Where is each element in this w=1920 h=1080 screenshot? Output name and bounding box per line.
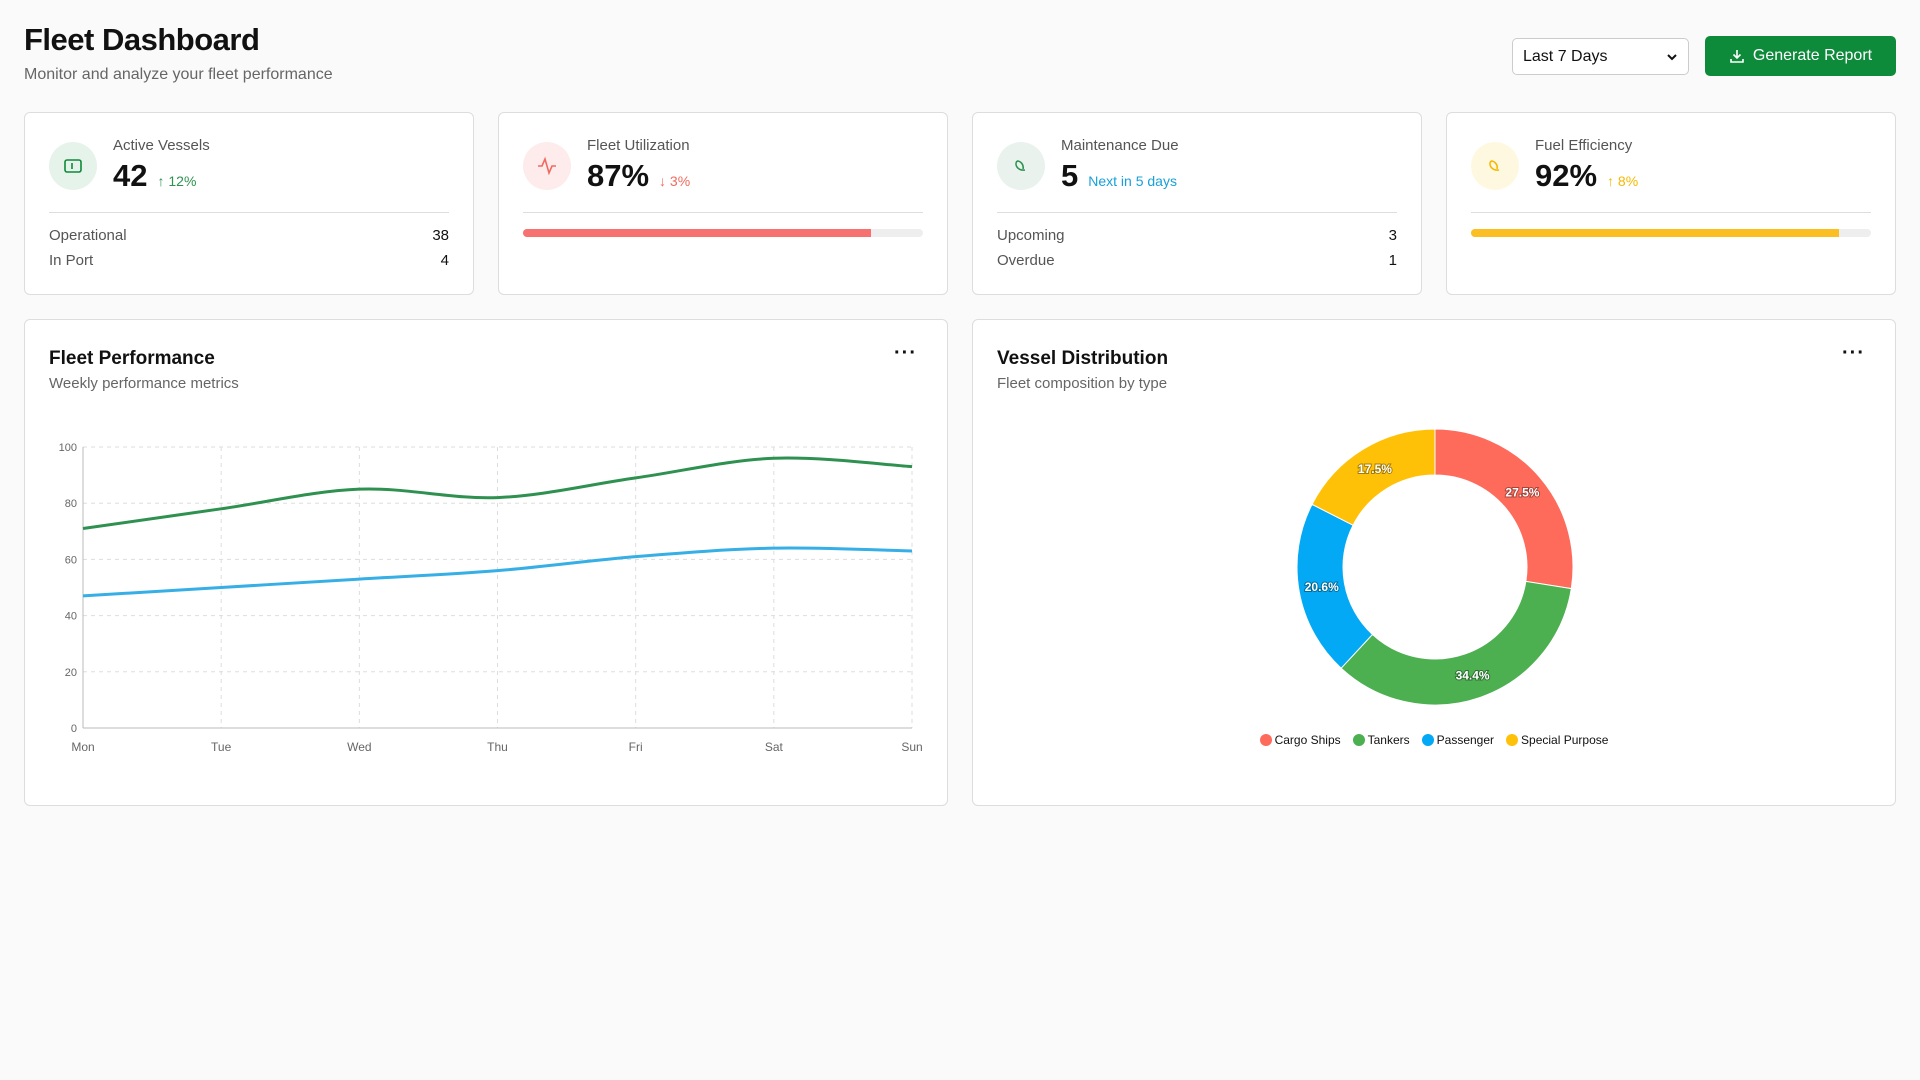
x-tick-label: Mon	[71, 740, 94, 754]
legend-item[interactable]: Passenger	[1421, 733, 1495, 747]
card-icon	[49, 141, 97, 190]
legend-swatch	[1259, 734, 1272, 746]
y-tick-label: 0	[71, 723, 77, 735]
y-tick-label: 100	[59, 442, 77, 454]
row-label: Upcoming	[997, 227, 1065, 244]
x-tick-label: Fri	[629, 740, 643, 754]
card-change: ↑ 12%	[157, 173, 197, 189]
progress-bar	[523, 229, 871, 237]
y-tick-label: 60	[65, 554, 77, 566]
range-text: Last 7 Days	[1523, 47, 1608, 65]
card-note: Next in 5 days	[1088, 173, 1177, 189]
page-subtitle: Monitor and analyze your fleet performan…	[24, 66, 333, 83]
card-change: ↑ 8%	[1607, 173, 1639, 189]
line-chart: 0 20 40 60 80 100 Mon Tue Wed Thu Fri Sat Sun	[59, 442, 923, 754]
slice-label: 34.4%	[1456, 669, 1490, 683]
card-value: 5	[1061, 158, 1079, 193]
generate-report-button[interactable]: Generate Report	[1705, 36, 1896, 76]
more-button[interactable]: ···	[1842, 342, 1865, 364]
chart-title: Vessel Distribution	[997, 348, 1169, 369]
x-tick-label: Tue	[211, 740, 232, 754]
x-tick-label: Thu	[487, 740, 508, 754]
legend-swatch	[1506, 734, 1519, 746]
card-label: Active Vessels	[113, 137, 210, 154]
row-label: In Port	[49, 252, 94, 269]
row-value: 38	[432, 227, 449, 244]
card-icon	[997, 141, 1045, 190]
card-change: ↓ 3%	[659, 173, 691, 189]
stat-card: Maintenance Due 5 Next in 5 days Upcoming…	[972, 112, 1422, 295]
legend-item[interactable]: Cargo Ships	[1259, 733, 1341, 747]
legend-label: Special Purpose	[1521, 733, 1609, 747]
progress-track	[1471, 229, 1871, 237]
chevron	[1667, 53, 1677, 60]
slice-label: 27.5%	[1505, 485, 1539, 499]
stat-card: Active Vessels 42 ↑ 12% Operational 38 In …	[24, 112, 474, 295]
legend-swatch	[1352, 734, 1365, 746]
card-label: Fuel Efficiency	[1535, 137, 1633, 154]
card-value: 92%	[1535, 158, 1598, 193]
y-tick-label: 20	[65, 667, 77, 679]
progress-bar	[1471, 229, 1839, 237]
row-value: 4	[440, 252, 449, 269]
card-value: 42	[113, 158, 148, 193]
stat-card: Fleet Utilization 87% ↓ 3%	[498, 112, 948, 295]
download-icon	[1730, 50, 1744, 63]
row-value: 3	[1388, 227, 1397, 244]
chart-card: Vessel Distribution Fleet composition by…	[972, 319, 1896, 806]
chart-title: Fleet Performance	[49, 348, 215, 369]
x-tick-label: Sun	[901, 740, 922, 754]
slice-label: 20.6%	[1305, 580, 1339, 594]
card-label: Maintenance Due	[1061, 137, 1179, 154]
page-title: Fleet Dashboard	[24, 22, 260, 57]
chart-subtitle: Fleet composition by type	[997, 375, 1168, 392]
x-tick-label: Wed	[347, 740, 371, 754]
row-label: Overdue	[997, 252, 1055, 269]
legend-label: Cargo Ships	[1274, 733, 1341, 747]
progress-track	[523, 229, 923, 237]
y-tick-label: 40	[65, 611, 77, 623]
legend-label: Tankers	[1367, 733, 1410, 747]
donut-slice	[1434, 428, 1574, 590]
line-series	[82, 456, 913, 530]
x-tick-label: Sat	[765, 740, 784, 754]
donut-slice	[1340, 580, 1572, 706]
legend-item[interactable]: Special Purpose	[1506, 733, 1608, 747]
donut-chart: 27.5% 34.4% 20.6% 17.5%	[1296, 428, 1574, 706]
card-label: Fleet Utilization	[587, 137, 690, 154]
y-tick-label: 80	[65, 498, 77, 510]
card-value: 87%	[587, 158, 650, 193]
line-series	[82, 546, 913, 598]
button-text: Generate Report	[1752, 47, 1873, 64]
row-value: 1	[1388, 252, 1397, 269]
legend: Cargo Ships Tankers Passenger Special Purpo…	[973, 733, 1895, 747]
slice-label: 17.5%	[1358, 462, 1392, 476]
row-label: Operational	[49, 227, 127, 244]
card-icon	[1471, 141, 1519, 190]
more-button[interactable]: ···	[894, 342, 917, 364]
range-select[interactable]: Last 7 Days	[1512, 38, 1689, 75]
chart-subtitle: Weekly performance metrics	[49, 375, 239, 392]
legend-swatch	[1421, 734, 1434, 746]
card-icon	[523, 141, 571, 190]
donut-slice	[1311, 428, 1436, 526]
stat-card: Fuel Efficiency 92% ↑ 8%	[1446, 112, 1896, 295]
chart-card: Fleet Performance Weekly performance met…	[24, 319, 948, 806]
legend-label: Passenger	[1436, 733, 1495, 747]
legend-item[interactable]: Tankers	[1352, 733, 1410, 747]
